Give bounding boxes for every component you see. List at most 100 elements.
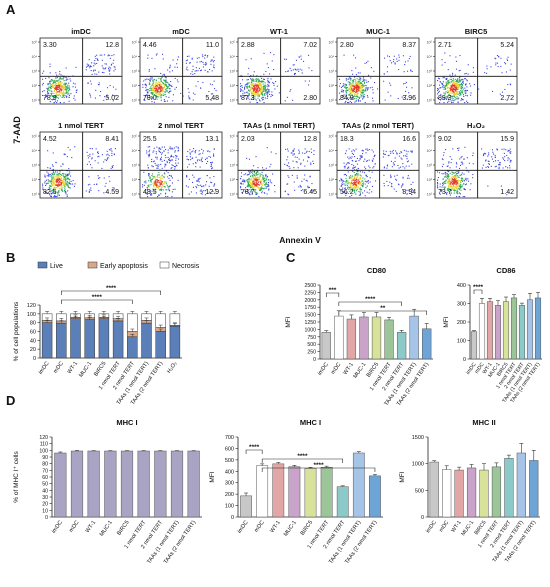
flow-dot bbox=[74, 86, 76, 88]
flow-dot bbox=[110, 149, 112, 151]
bar-segment bbox=[84, 319, 95, 359]
flow-dot bbox=[349, 89, 351, 91]
flow-dot bbox=[339, 99, 341, 101]
flow-dot bbox=[260, 89, 262, 91]
flow-dot bbox=[437, 97, 439, 99]
flow-dot bbox=[152, 81, 154, 83]
flow-dot bbox=[354, 101, 356, 103]
flow-dot bbox=[387, 155, 389, 157]
flow-dot bbox=[66, 77, 68, 79]
flow-dot bbox=[298, 186, 300, 188]
flow-dot bbox=[357, 88, 359, 90]
flow-dot bbox=[60, 74, 62, 76]
y-tick-label: 0 bbox=[33, 356, 36, 362]
flow-dot bbox=[146, 193, 148, 195]
flow-dot bbox=[171, 156, 173, 158]
flow-dot bbox=[445, 173, 447, 175]
flow-dot bbox=[374, 154, 376, 156]
x-tick-label: BIRC5 bbox=[300, 520, 314, 537]
flow-dot bbox=[50, 195, 52, 197]
flow-dot bbox=[52, 83, 54, 85]
flow-dot bbox=[151, 175, 153, 177]
flow-dot bbox=[156, 164, 158, 166]
flow-dot bbox=[172, 148, 174, 150]
flow-dot bbox=[47, 172, 49, 174]
flow-dot bbox=[351, 194, 353, 196]
flow-dot bbox=[65, 179, 67, 181]
flow-dot bbox=[447, 190, 449, 192]
flow-dot bbox=[91, 157, 93, 159]
flow-dot bbox=[108, 68, 110, 70]
flow-dot bbox=[464, 78, 466, 80]
flow-dot bbox=[348, 176, 350, 178]
flow-dot bbox=[162, 90, 164, 92]
flow-dot bbox=[58, 178, 60, 180]
bar bbox=[534, 297, 542, 360]
flow-dot bbox=[394, 63, 396, 65]
significance-bracket bbox=[338, 310, 428, 315]
flow-dot bbox=[270, 78, 272, 80]
flow-dot bbox=[252, 182, 254, 184]
flow-dot bbox=[461, 90, 463, 92]
flow-dot bbox=[44, 191, 46, 193]
flow-dot bbox=[54, 87, 56, 89]
bar bbox=[369, 475, 381, 518]
flow-dot bbox=[362, 185, 364, 187]
flow-dot bbox=[49, 85, 51, 87]
flow-dot bbox=[463, 158, 465, 160]
flow-dots bbox=[437, 52, 512, 104]
flow-dot bbox=[445, 91, 447, 93]
flow-dot bbox=[143, 80, 145, 82]
flow-dot bbox=[213, 153, 215, 155]
flow-dot bbox=[256, 90, 258, 92]
flow-dot bbox=[52, 180, 54, 182]
flow-dot bbox=[57, 82, 59, 84]
flow-dot bbox=[259, 95, 261, 97]
flow-dot bbox=[264, 87, 266, 89]
flow-dot bbox=[68, 186, 70, 188]
flow-dot bbox=[67, 91, 69, 93]
flow-dot bbox=[349, 76, 351, 78]
flow-dots bbox=[240, 52, 313, 104]
flow-dot bbox=[447, 84, 449, 86]
flow-dot bbox=[464, 87, 466, 89]
flow-dot bbox=[49, 90, 51, 92]
flow-dot bbox=[164, 186, 166, 188]
flow-dot bbox=[46, 175, 48, 177]
flow-dot bbox=[176, 66, 178, 68]
flow-dot bbox=[155, 82, 157, 84]
flow-dot bbox=[249, 172, 251, 174]
flow-dot bbox=[252, 74, 254, 76]
flow-dot bbox=[372, 151, 374, 153]
flow-dot bbox=[447, 177, 449, 179]
flow-dot bbox=[449, 182, 451, 184]
flow-dot bbox=[165, 183, 167, 185]
flow-dot bbox=[248, 82, 250, 84]
flow-dot bbox=[158, 94, 160, 96]
flow-dot bbox=[262, 182, 264, 184]
flow-dot bbox=[453, 178, 455, 180]
flow-dot bbox=[253, 90, 255, 92]
flow-dot bbox=[505, 149, 507, 151]
flow-dot bbox=[174, 150, 176, 152]
flow-dot bbox=[260, 88, 262, 90]
flow-dot bbox=[74, 83, 76, 85]
flow-dot bbox=[353, 177, 355, 179]
flow-dot bbox=[47, 179, 49, 181]
flow-dot bbox=[249, 89, 251, 91]
y-tick-label: 250 bbox=[307, 350, 316, 356]
flow-dot bbox=[463, 173, 465, 175]
flow-dot bbox=[359, 88, 361, 90]
flow-dot bbox=[200, 160, 202, 162]
flow-dot bbox=[257, 93, 259, 95]
flow-dot bbox=[261, 188, 263, 190]
flow-dot bbox=[240, 182, 242, 184]
flow-dot bbox=[445, 78, 447, 80]
y-tick-label: 50 bbox=[42, 482, 48, 488]
flow-dot bbox=[461, 161, 463, 163]
flow-dot bbox=[56, 176, 58, 178]
flow-dot bbox=[299, 68, 301, 70]
flow-dot bbox=[151, 193, 153, 195]
flow-dot bbox=[448, 80, 450, 82]
quadrant-upper-right: 13.1 bbox=[205, 136, 219, 143]
